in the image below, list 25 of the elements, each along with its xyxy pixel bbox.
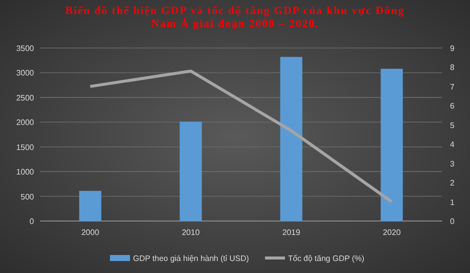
y-tick-label: 2000	[16, 118, 35, 128]
y2-tick-label: 9	[450, 44, 455, 53]
y2-tick-label: 0	[450, 217, 455, 226]
y2-tick-label: 3	[450, 159, 455, 168]
y2-tick-label: 8	[450, 63, 455, 72]
x-tick-label: 2019	[282, 228, 301, 237]
legend-label: Tốc độ tăng GDP (%)	[288, 254, 365, 263]
y-tick-label: 3500	[16, 44, 35, 53]
y2-tick-label: 1	[450, 198, 455, 207]
y-tick-label: 1000	[16, 168, 35, 177]
y-tick-label: 0	[30, 217, 35, 226]
chart-title: Biểu đồ thể hiện GDP và tốc độ tăng GDP của khu vực Đông Nam Á giai đoạn 2000 – 2020.	[65, 5, 405, 30]
y2-tick-label: 4	[450, 140, 455, 150]
y2-tick-label: 7	[450, 82, 455, 92]
x-tick-label: 2000	[81, 228, 100, 237]
x-tick-label: 2020	[382, 228, 402, 237]
y-tick-label: 500	[20, 192, 35, 202]
y-tick-label: 1500	[16, 142, 35, 152]
y2-tick-label: 6	[450, 102, 455, 111]
y-tick-label: 2500	[16, 93, 35, 102]
y2-tick-label: 2	[450, 178, 455, 188]
x-tick-label: 2010	[182, 228, 200, 237]
y2-tick-label: 5	[450, 120, 455, 130]
y-tick-label: 3000	[16, 68, 35, 78]
legend-label: GDP theo giá hiện hành (tỉ USD)	[133, 254, 250, 263]
